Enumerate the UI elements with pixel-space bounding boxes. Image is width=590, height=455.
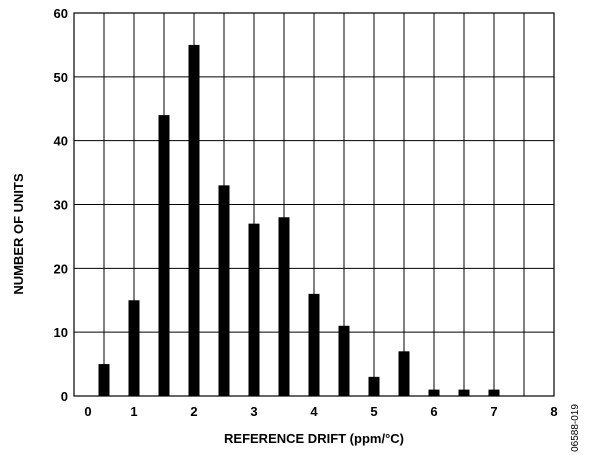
y-tick-label: 30	[54, 198, 68, 213]
y-tick-label: 50	[54, 70, 68, 85]
bar	[98, 364, 110, 396]
grid-lines	[74, 13, 554, 396]
bar	[278, 217, 290, 396]
bar	[398, 351, 410, 396]
bar	[308, 293, 320, 396]
plot-frame	[73, 12, 555, 397]
x-tick-label: 7	[490, 404, 497, 419]
bar	[188, 44, 200, 397]
x-axis-title: REFERENCE DRIFT (ppm/°C)	[224, 431, 404, 446]
bar	[128, 300, 140, 396]
y-tick-label: 0	[61, 389, 68, 404]
y-tick-label: 10	[54, 325, 68, 340]
x-tick-labels: 0 1 2 3 4 5 6 7 8	[84, 404, 557, 419]
bar	[338, 325, 350, 396]
bar	[458, 389, 470, 396]
y-tick-label: 20	[54, 261, 68, 276]
y-axis-title: NUMBER OF UNITS	[11, 173, 26, 295]
bar	[158, 115, 170, 396]
x-tick-label: 6	[430, 404, 437, 419]
x-tick-label: 1	[130, 404, 137, 419]
x-tick-label: 2	[190, 404, 197, 419]
x-tick-label: 3	[250, 404, 257, 419]
bar	[488, 389, 500, 396]
bar	[368, 376, 380, 396]
x-tick-label: 5	[370, 404, 377, 419]
bar	[248, 223, 260, 396]
bar	[218, 185, 230, 396]
y-tick-label: 60	[54, 6, 68, 21]
x-tick-label: 4	[310, 404, 318, 419]
x-tick-label: 0	[84, 404, 91, 419]
figure-code: 06588-019	[570, 404, 581, 452]
bars	[98, 44, 500, 397]
y-tick-labels: 0 10 20 30 40 50 60	[54, 6, 68, 404]
bar	[428, 389, 440, 396]
x-tick-label: 8	[550, 404, 557, 419]
y-tick-label: 40	[54, 134, 68, 149]
